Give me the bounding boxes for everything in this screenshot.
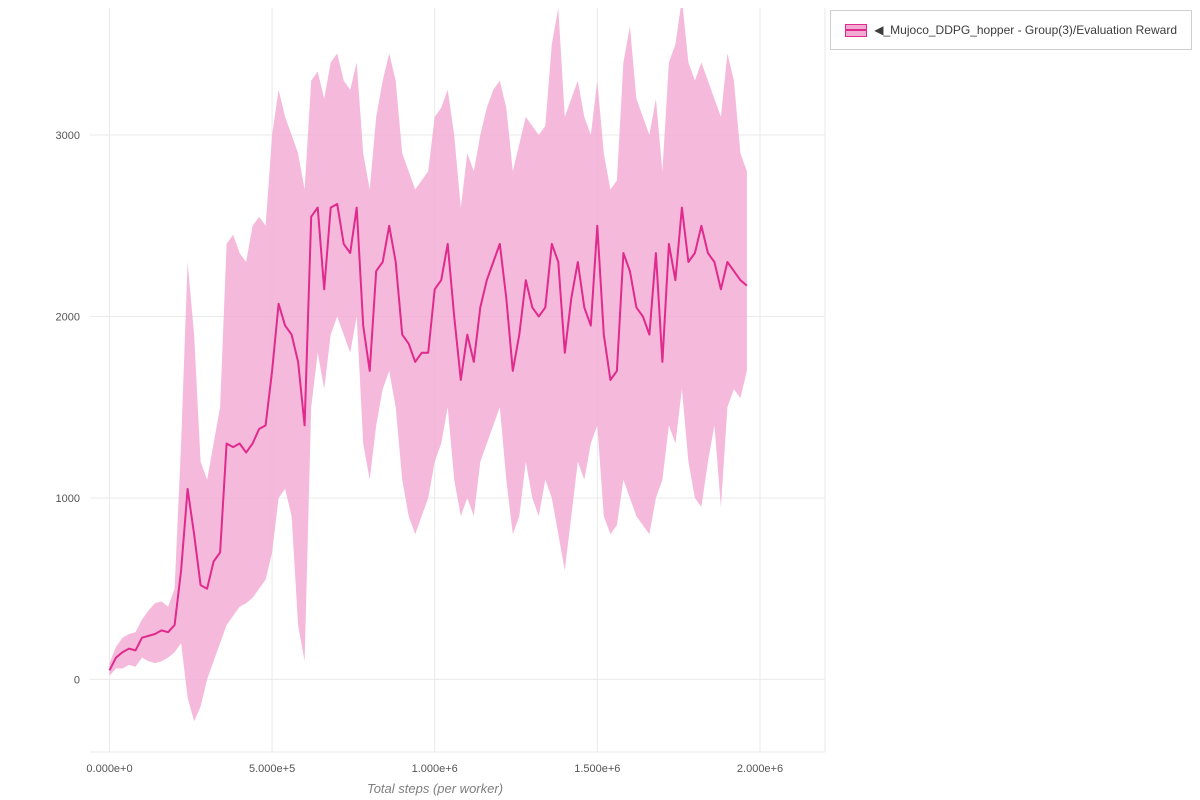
legend-item[interactable]: ◀_Mujoco_DDPG_hopper - Group(3)/Evaluati… (845, 23, 1177, 37)
series-swatch-icon (845, 23, 868, 37)
svg-text:3000: 3000 (56, 130, 80, 142)
legend-label: ◀_Mujoco_DDPG_hopper - Group(3)/Evaluati… (874, 23, 1177, 37)
svg-text:5.000e+5: 5.000e+5 (249, 763, 295, 775)
svg-text:1.000e+6: 1.000e+6 (412, 763, 458, 775)
svg-text:0.000e+0: 0.000e+0 (86, 763, 132, 775)
svg-text:0: 0 (74, 674, 80, 686)
series-line-icon (846, 29, 867, 31)
x-axis-title: Total steps (per worker) (366, 781, 504, 796)
svg-text:2.000e+6: 2.000e+6 (737, 763, 783, 775)
svg-text:1.500e+6: 1.500e+6 (574, 763, 620, 775)
mean-line (108, 203, 748, 671)
confidence-band (109, 8, 747, 722)
legend: ◀_Mujoco_DDPG_hopper - Group(3)/Evaluati… (830, 10, 1192, 50)
svg-text:2000: 2000 (56, 312, 80, 324)
svg-text:1000: 1000 (56, 493, 80, 505)
